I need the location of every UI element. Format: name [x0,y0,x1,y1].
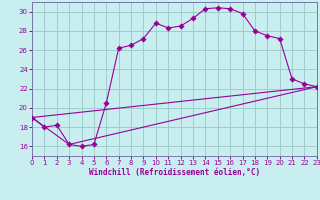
X-axis label: Windchill (Refroidissement éolien,°C): Windchill (Refroidissement éolien,°C) [89,168,260,177]
